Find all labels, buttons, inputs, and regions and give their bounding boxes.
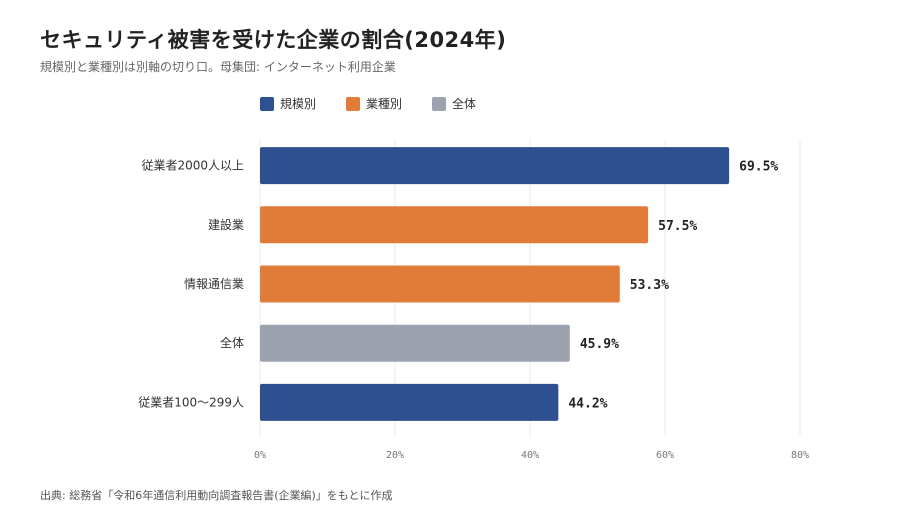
x-tick-label: 60% (656, 450, 674, 461)
category-label: 従業者2000人以上 (141, 159, 244, 173)
legend: 規模別 業種別 全体 (260, 95, 476, 112)
legend-swatch-overall (432, 96, 447, 111)
category-label: 建設業 (208, 217, 244, 232)
value-label: 69.5% (739, 160, 778, 175)
category-label: 情報通信業 (184, 277, 244, 291)
legend-item-size: 規模別 (260, 95, 316, 112)
bar (260, 265, 620, 303)
x-tick-label: 0% (254, 450, 266, 461)
bar (260, 206, 649, 244)
x-tick-label: 80% (791, 450, 809, 461)
value-label: 45.9% (580, 337, 619, 352)
category-label: 全体 (220, 335, 244, 350)
bar (260, 383, 559, 421)
category-label: 従業者100〜299人 (138, 395, 244, 409)
bar (260, 147, 730, 185)
chart-title: セキュリティ被害を受けた企業の割合(2024年) (40, 28, 507, 52)
bar (260, 324, 570, 362)
value-label: 53.3% (630, 278, 669, 293)
legend-label-overall: 全体 (452, 97, 477, 111)
source-note: 出典: 総務省「令和6年通信利用動向調査報告書(企業編)」をもとに作成 (40, 489, 393, 502)
x-tick-label: 40% (521, 450, 539, 461)
value-label: 44.2% (568, 396, 607, 411)
x-tick-label: 20% (386, 450, 404, 461)
legend-item-overall: 全体 (432, 95, 476, 112)
legend-item-industry: 業種別 (346, 95, 402, 112)
legend-swatch-industry (346, 96, 361, 111)
legend-label-size: 規模別 (280, 97, 317, 111)
legend-label-industry: 業種別 (366, 97, 403, 111)
chart-subtitle: 規模別と業種別は別軸の切り口。母集団: インターネット利用企業 (40, 60, 396, 74)
legend-swatch-size (260, 96, 274, 111)
value-label: 57.5% (658, 219, 697, 234)
